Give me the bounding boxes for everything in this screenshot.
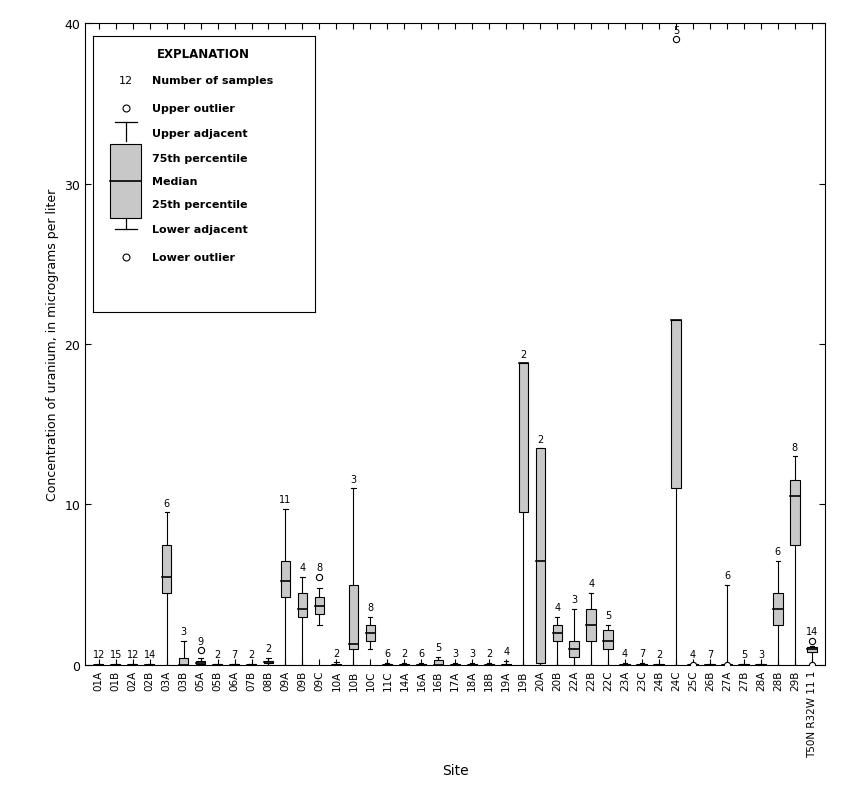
Y-axis label: Concentration of uranium, in micrograms per liter: Concentration of uranium, in micrograms … xyxy=(46,189,59,500)
Text: 12: 12 xyxy=(93,650,105,659)
Bar xyxy=(281,561,290,598)
Text: 2: 2 xyxy=(266,643,271,653)
Bar xyxy=(264,661,273,663)
Text: 6: 6 xyxy=(418,649,425,659)
Text: 7: 7 xyxy=(231,650,237,659)
Bar xyxy=(349,585,358,649)
Text: 3: 3 xyxy=(469,649,476,659)
Bar xyxy=(808,647,817,652)
Text: 4: 4 xyxy=(588,578,594,588)
Text: 2: 2 xyxy=(248,650,254,659)
Text: 5: 5 xyxy=(673,26,679,36)
Bar xyxy=(791,481,800,545)
Text: 14: 14 xyxy=(144,650,156,659)
Text: 4: 4 xyxy=(300,562,306,572)
Bar xyxy=(434,660,443,665)
Bar xyxy=(774,593,783,625)
Bar xyxy=(366,625,375,641)
Bar xyxy=(552,625,562,641)
Bar xyxy=(518,364,528,513)
Text: 6: 6 xyxy=(385,649,391,659)
Bar xyxy=(179,659,188,665)
Text: 3: 3 xyxy=(758,650,764,659)
Bar xyxy=(569,641,579,657)
Text: 6: 6 xyxy=(775,546,781,556)
Text: 8: 8 xyxy=(368,603,374,612)
Text: 2: 2 xyxy=(656,650,662,659)
Text: 4: 4 xyxy=(690,650,696,659)
Text: 2: 2 xyxy=(486,649,493,659)
Text: 9: 9 xyxy=(197,636,203,646)
Bar xyxy=(603,630,613,649)
Text: 5: 5 xyxy=(435,642,442,652)
Text: 3: 3 xyxy=(452,649,459,659)
Text: 4: 4 xyxy=(622,649,628,659)
Text: 6: 6 xyxy=(163,498,169,508)
Text: 2: 2 xyxy=(520,349,526,359)
Bar xyxy=(315,598,324,614)
Text: 5: 5 xyxy=(741,650,747,659)
Text: 11: 11 xyxy=(279,495,292,504)
Text: 5: 5 xyxy=(605,610,611,620)
Text: 7: 7 xyxy=(707,650,713,659)
X-axis label: Site: Site xyxy=(442,762,469,777)
Text: 3: 3 xyxy=(571,594,577,604)
Bar xyxy=(162,545,171,593)
Text: 14: 14 xyxy=(806,626,818,636)
Text: 15: 15 xyxy=(110,650,122,659)
Bar xyxy=(196,661,205,664)
Text: 8: 8 xyxy=(791,442,798,452)
Bar xyxy=(298,593,307,617)
Text: 2: 2 xyxy=(214,650,220,659)
Text: 3: 3 xyxy=(180,626,186,636)
Text: 2: 2 xyxy=(334,648,340,658)
Text: 12: 12 xyxy=(127,650,139,659)
Text: 4: 4 xyxy=(554,603,560,612)
Text: 3: 3 xyxy=(351,474,357,484)
Text: 7: 7 xyxy=(639,649,645,659)
Bar xyxy=(671,320,681,489)
Text: 2: 2 xyxy=(401,649,408,659)
Text: 6: 6 xyxy=(724,570,730,580)
Text: 8: 8 xyxy=(317,562,323,572)
Text: 2: 2 xyxy=(537,434,543,444)
Bar xyxy=(535,448,545,663)
Bar xyxy=(586,609,596,641)
Text: 4: 4 xyxy=(503,646,509,656)
